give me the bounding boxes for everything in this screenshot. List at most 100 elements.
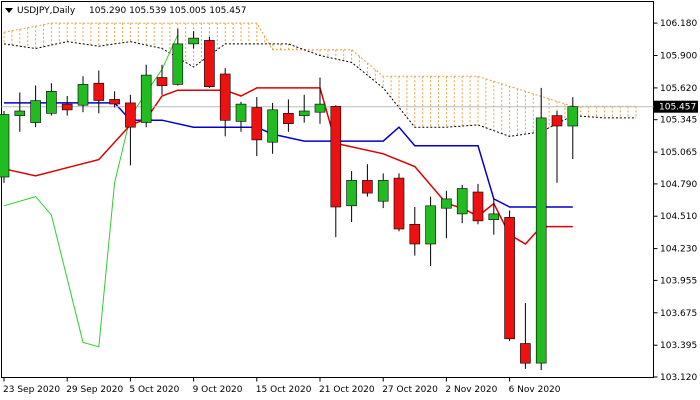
ichimoku-cloud-layer: [3, 22, 637, 137]
x-tick-label: 21 Oct 2020: [319, 385, 375, 395]
y-tick-label: 105.065: [660, 148, 697, 158]
candle: [330, 105, 342, 238]
candle-body-bearish: [520, 343, 531, 364]
candle-body-bullish: [46, 91, 57, 114]
candle: [235, 101, 247, 132]
x-tick-label: 27 Oct 2020: [382, 385, 438, 395]
candle-body-bullish: [140, 74, 152, 123]
candle-body-bullish: [235, 103, 247, 122]
candle: [346, 171, 357, 222]
candle: [204, 37, 215, 88]
current-price-tag-background: [654, 100, 698, 113]
senkou-span-a-line: [3, 22, 636, 107]
ohlc-header: 105.290 105.539 105.005 105.457: [89, 6, 246, 16]
candle-body-bearish: [93, 82, 105, 101]
candle: [61, 96, 73, 116]
candle-body-bullish: [377, 180, 389, 202]
plot-border: [1, 1, 654, 378]
candle-body-bearish: [330, 106, 342, 208]
y-tick-label: 106.180: [660, 19, 697, 29]
candle-body-bearish: [504, 217, 515, 340]
candle-body-bullish: [30, 100, 41, 123]
candle-body-bearish: [283, 113, 294, 125]
candle: [14, 92, 26, 132]
candle-body-bearish: [204, 40, 215, 88]
candle: [314, 77, 326, 124]
candle: [298, 94, 310, 123]
candle-body-bullish: [0, 114, 10, 178]
x-tick-label: 23 Sep 2020: [3, 385, 60, 395]
y-tick-label: 103.675: [660, 309, 697, 319]
candle-body-bullish: [488, 213, 500, 220]
candle: [393, 173, 405, 232]
candle-body-bullish: [346, 180, 357, 207]
y-tick-label: 103.120: [660, 373, 697, 383]
senkou-span-b-line: [3, 41, 636, 137]
candle: [377, 173, 389, 209]
candle-body-bearish: [219, 73, 231, 121]
candle: [125, 94, 136, 166]
candle-body-bearish: [362, 180, 373, 194]
candle-body-bullish: [535, 117, 547, 364]
candle: [535, 87, 547, 371]
candle: [551, 111, 563, 183]
y-tick-label: 104.790: [660, 180, 697, 190]
x-axis: 23 Sep 2020 29 Sep 2020 5 Oct 2020 9 Oct 20…: [3, 377, 561, 395]
candle-body-bearish: [409, 224, 421, 245]
symbol-header: USDJPY,Daily: [17, 6, 76, 16]
candle-body-bullish: [188, 37, 199, 45]
candle: [441, 190, 452, 239]
y-tick-label: 104.510: [660, 212, 697, 222]
candle-body-bullish: [77, 84, 89, 106]
candle: [0, 111, 10, 183]
chart-menu-arrow-icon[interactable]: [5, 8, 13, 13]
y-tick-label: 105.345: [660, 116, 697, 126]
candle: [219, 68, 231, 137]
x-tick-label: 2 Nov 2020: [445, 385, 497, 395]
candle: [172, 28, 184, 86]
candle-body-bullish: [567, 106, 579, 127]
candles-layer: [0, 28, 579, 371]
candle: [520, 303, 531, 369]
candle-body-bullish: [298, 110, 310, 116]
candle-body-bullish: [172, 43, 184, 85]
candle: [140, 64, 152, 128]
candle: [283, 99, 294, 132]
candle: [156, 64, 168, 95]
y-tick-label: 103.955: [660, 276, 697, 286]
candle: [425, 196, 436, 266]
candle: [409, 207, 421, 256]
candle-body-bearish: [109, 99, 120, 105]
price-tag: 105.457: [654, 100, 698, 113]
candle-body-bullish: [14, 110, 26, 116]
x-tick-label: 5 Oct 2020: [129, 385, 179, 395]
candle-body-bullish: [267, 109, 278, 143]
chart-header: USDJPY,Daily 105.290 105.539 105.005 105…: [5, 6, 246, 16]
current-price-tag: 105.457: [659, 103, 696, 113]
candle-body-bullish: [456, 188, 468, 215]
candle: [488, 198, 500, 235]
x-tick-label: 29 Sep 2020: [66, 385, 123, 395]
candle: [362, 164, 373, 197]
candle: [504, 210, 515, 342]
candle: [46, 83, 57, 116]
candle-body-bearish: [125, 102, 136, 128]
y-tick-label: 104.230: [660, 245, 697, 255]
candle-body-bearish: [472, 191, 484, 222]
candle-body-bullish: [314, 103, 326, 113]
y-axis: 106.180 105.900 105.620 105.345 105.065 104.7…: [653, 19, 697, 383]
candle-body-bearish: [61, 103, 73, 111]
candle: [77, 76, 89, 113]
candle: [456, 185, 468, 224]
x-tick-label: 6 Nov 2020: [509, 385, 561, 395]
tenkan-sen-line: [3, 87, 573, 245]
candle: [251, 97, 263, 157]
candle: [567, 97, 579, 159]
candle-body-bearish: [393, 177, 405, 230]
x-tick-label: 9 Oct 2020: [193, 385, 243, 395]
y-tick-label: 105.620: [660, 84, 697, 94]
candle: [93, 70, 105, 114]
candle-body-bullish: [441, 198, 452, 209]
